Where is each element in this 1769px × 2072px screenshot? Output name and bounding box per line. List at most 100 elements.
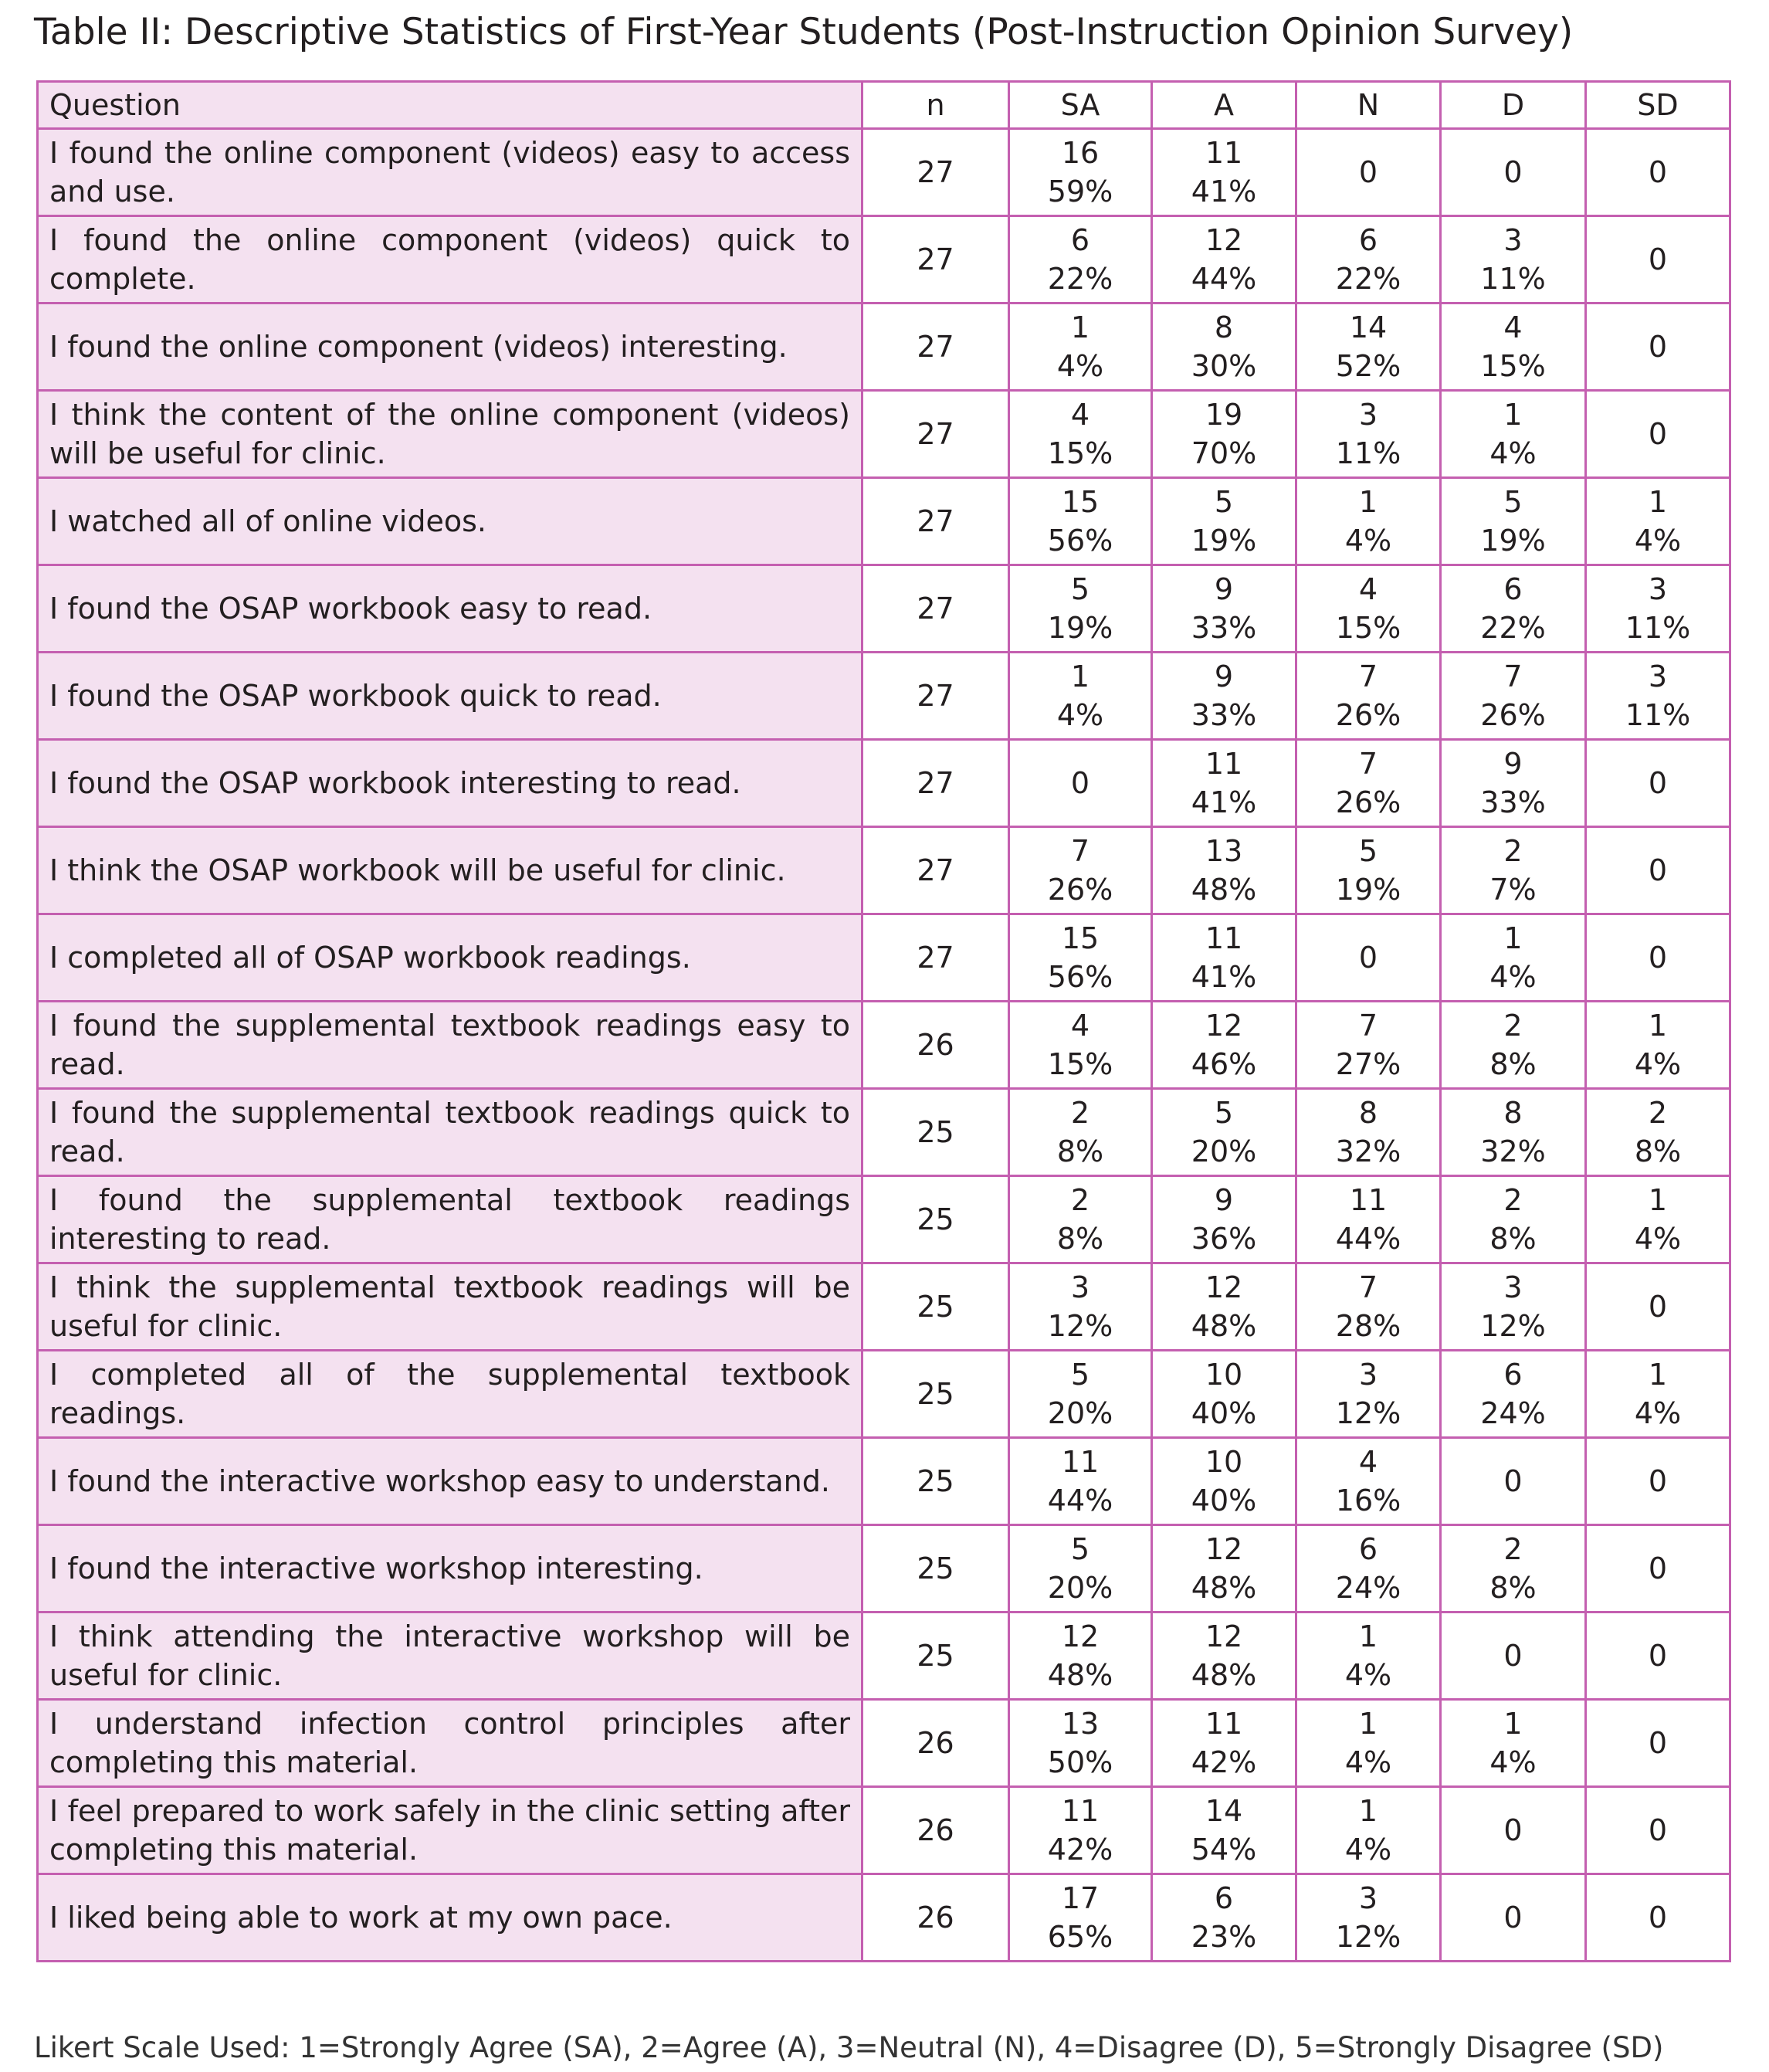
response-cell: 0 xyxy=(1584,826,1731,915)
response-count: 5 xyxy=(1070,1532,1090,1566)
response-percent: 32% xyxy=(1480,1134,1546,1168)
response-percent: 44% xyxy=(1335,1222,1401,1256)
response-cell: 1 4% xyxy=(1008,651,1153,741)
response-count: 1 xyxy=(1358,1707,1378,1741)
response-count: 6 xyxy=(1070,223,1090,257)
question-cell: I liked being able to work at my own pac… xyxy=(36,1873,863,1962)
response-cell: 13 50% xyxy=(1008,1698,1153,1788)
response-percent: 50% xyxy=(1047,1745,1113,1779)
response-count: 7 xyxy=(1503,660,1523,693)
response-percent: 40% xyxy=(1191,1484,1257,1518)
table-row: I feel prepared to work safely in the cl… xyxy=(36,1785,1731,1875)
table-body: I found the online component (videos) ea… xyxy=(36,127,1731,1962)
n-cell: 27 xyxy=(861,302,1010,392)
response-cell: 1 4% xyxy=(1295,1698,1442,1788)
response-count: 3 xyxy=(1070,1270,1090,1304)
response-count: 0 xyxy=(1503,1639,1523,1673)
response-cell: 3 11% xyxy=(1295,389,1442,479)
response-count: 3 xyxy=(1648,660,1668,693)
response-percent: 8% xyxy=(1489,1571,1537,1605)
response-cell: 14 52% xyxy=(1295,302,1442,392)
response-count: 0 xyxy=(1503,155,1523,189)
response-cell: 10 40% xyxy=(1151,1349,1297,1439)
table-row: I found the online component (videos) qu… xyxy=(36,215,1731,304)
n-cell: 25 xyxy=(861,1175,1010,1264)
n-cell: 25 xyxy=(861,1524,1010,1613)
response-percent: 41% xyxy=(1191,175,1257,209)
response-percent: 46% xyxy=(1191,1047,1257,1081)
response-cell: 0 xyxy=(1584,913,1731,1002)
response-cell: 5 19% xyxy=(1008,564,1153,653)
response-count: 9 xyxy=(1214,1183,1234,1217)
response-percent: 12% xyxy=(1047,1309,1113,1343)
table-row: I found the supplemental textbook readin… xyxy=(36,1000,1731,1090)
response-cell: 0 xyxy=(1584,1611,1731,1701)
response-count: 5 xyxy=(1358,834,1378,868)
response-percent: 19% xyxy=(1480,524,1546,558)
response-count: 9 xyxy=(1503,747,1523,781)
response-count: 14 xyxy=(1205,1794,1243,1828)
n-cell: 25 xyxy=(861,1611,1010,1701)
response-percent: 26% xyxy=(1480,698,1546,732)
response-cell: 2 8% xyxy=(1439,1524,1587,1613)
response-count: 7 xyxy=(1358,1009,1378,1043)
response-count: 2 xyxy=(1070,1096,1090,1130)
response-percent: 4% xyxy=(1634,524,1682,558)
response-count: 13 xyxy=(1205,834,1243,868)
response-cell: 0 xyxy=(1584,1436,1731,1526)
header-row: Question n SA A N D SD xyxy=(36,80,1731,130)
response-count: 0 xyxy=(1648,242,1668,276)
response-cell: 3 11% xyxy=(1439,215,1587,304)
response-count: 0 xyxy=(1648,155,1668,189)
response-count: 4 xyxy=(1503,310,1523,344)
response-percent: 65% xyxy=(1047,1920,1113,1954)
table-row: I found the online component (videos) in… xyxy=(36,302,1731,392)
response-count: 7 xyxy=(1358,660,1378,693)
response-percent: 20% xyxy=(1191,1134,1257,1168)
response-percent: 41% xyxy=(1191,960,1257,994)
table-row: I think the OSAP workbook will be useful… xyxy=(36,826,1731,915)
response-count: 5 xyxy=(1214,1096,1234,1130)
column-header: SD xyxy=(1584,80,1731,130)
response-count: 0 xyxy=(1648,1551,1668,1585)
response-percent: 48% xyxy=(1191,873,1257,907)
response-cell: 2 8% xyxy=(1439,1000,1587,1090)
question-cell: I think the content of the online compon… xyxy=(36,389,863,479)
table-title: Table II: Descriptive Statistics of Firs… xyxy=(34,11,1574,53)
response-cell: 2 8% xyxy=(1584,1087,1731,1177)
response-percent: 24% xyxy=(1480,1396,1546,1430)
response-percent: 56% xyxy=(1047,524,1113,558)
response-cell: 7 26% xyxy=(1295,651,1442,741)
response-count: 11 xyxy=(1205,136,1243,170)
question-cell: I think the supplemental textbook readin… xyxy=(36,1262,863,1351)
response-count: 2 xyxy=(1503,834,1523,868)
response-percent: 26% xyxy=(1335,785,1401,819)
response-count: 3 xyxy=(1503,1270,1523,1304)
response-cell: 5 20% xyxy=(1008,1524,1153,1613)
response-count: 2 xyxy=(1503,1532,1523,1566)
response-cell: 7 26% xyxy=(1295,738,1442,828)
response-count: 6 xyxy=(1358,223,1378,257)
n-cell: 26 xyxy=(861,1000,1010,1090)
response-percent: 56% xyxy=(1047,960,1113,994)
table-row: I found the OSAP workbook interesting to… xyxy=(36,738,1731,828)
response-cell: 19 70% xyxy=(1151,389,1297,479)
response-percent: 52% xyxy=(1335,349,1401,383)
response-percent: 4% xyxy=(1056,698,1104,732)
table-row: I found the supplemental textbook readin… xyxy=(36,1175,1731,1264)
response-cell: 3 12% xyxy=(1295,1349,1442,1439)
n-cell: 27 xyxy=(861,651,1010,741)
response-cell: 2 7% xyxy=(1439,826,1587,915)
response-count: 0 xyxy=(1648,1901,1668,1935)
response-percent: 8% xyxy=(1056,1222,1104,1256)
response-percent: 4% xyxy=(1634,1222,1682,1256)
response-percent: 15% xyxy=(1047,436,1113,470)
response-cell: 5 19% xyxy=(1151,476,1297,566)
table-row: I watched all of online videos. 27 15 56% 5 1… xyxy=(36,476,1731,566)
n-cell: 25 xyxy=(861,1436,1010,1526)
response-percent: 44% xyxy=(1191,262,1257,296)
response-cell: 0 xyxy=(1439,127,1587,217)
response-percent: 22% xyxy=(1335,262,1401,296)
table-row: I think attending the interactive worksh… xyxy=(36,1611,1731,1701)
response-percent: 4% xyxy=(1634,1396,1682,1430)
